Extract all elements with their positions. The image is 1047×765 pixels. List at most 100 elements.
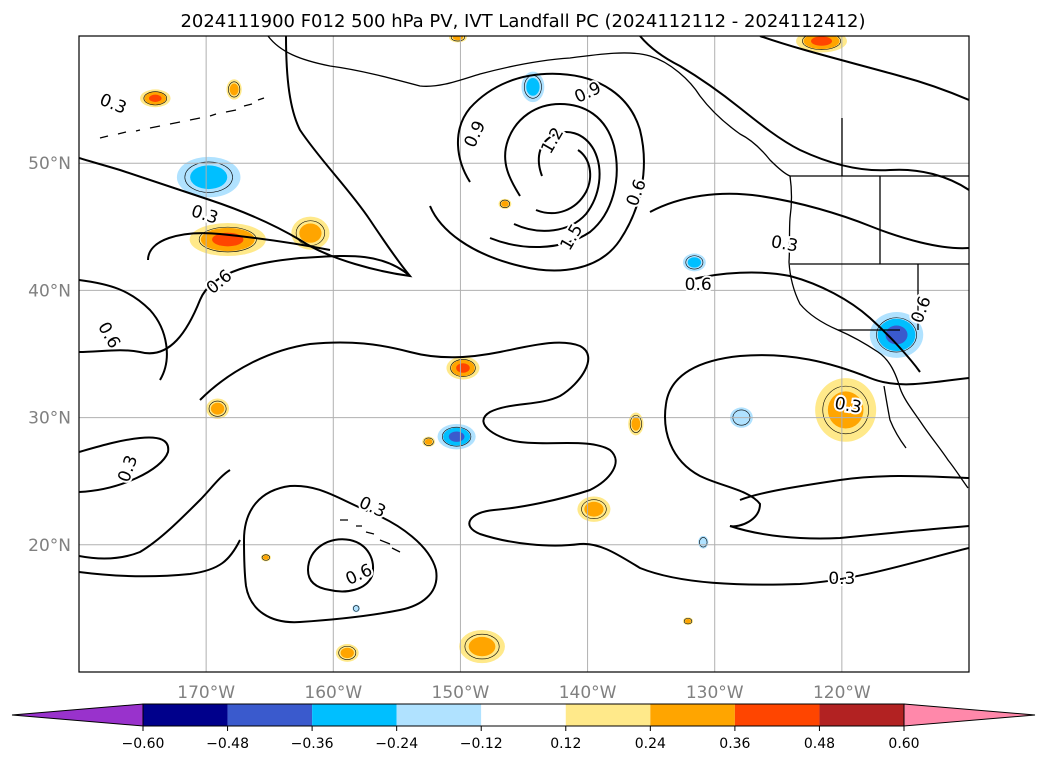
ivt-shade-blob (628, 412, 644, 436)
colorbar: −0.60 −0.48 −0.36 −0.24 −0.12 0.12 0.24 0.36 0.4… (11, 703, 1036, 752)
colorbar-over-arrow (903, 703, 1036, 727)
ivt-shade-outline (450, 359, 476, 377)
ivt-shade-ring (584, 501, 604, 517)
ivt-shade-blob (352, 604, 360, 613)
colorbar-tick-label: −0.12 (460, 736, 503, 752)
ivt-shade-blob (459, 630, 505, 664)
ivt-shade-outline (464, 633, 500, 660)
lon-tick-label: 120°W (813, 683, 871, 703)
ivt-shade-ring (352, 604, 360, 613)
longitude-tick-labels: 170°W 160°W 150°W 140°W 130°W 120°W (177, 683, 871, 703)
ivt-shade-outline (629, 415, 642, 433)
ivt-shade-blob (260, 553, 271, 562)
ivt-shade-outline (198, 226, 257, 253)
lat-tick-label: 40°N (28, 281, 71, 301)
colorbar-tick-label: 0.24 (635, 736, 666, 752)
ivt-shade-outline (802, 36, 841, 50)
ivt-shade-outline (450, 36, 465, 42)
ivt-shade-ring (190, 165, 228, 190)
ivt-shade-outline (699, 537, 708, 548)
ivt-shade-outline (876, 317, 917, 353)
lon-tick-label: 140°W (559, 683, 617, 703)
ivt-shade-ring (340, 647, 354, 659)
ivt-shade-ring (501, 200, 509, 207)
colorbar-tick-label: −0.60 (122, 736, 165, 752)
ivt-shade-outline (261, 554, 271, 561)
colorbar-under-arrow (11, 703, 144, 727)
colorbar-segment (143, 704, 228, 726)
ivt-shade-outline (683, 617, 693, 625)
ivt-shade-outline (184, 161, 233, 193)
ivt-shade-ring (687, 257, 702, 268)
ivt-shade-outline (228, 81, 241, 98)
ivt-shade-ring (526, 77, 540, 96)
ivt-shade-ring (452, 36, 464, 41)
ivt-shade-blob (437, 423, 476, 450)
map-background (79, 36, 969, 672)
map-frame (78, 35, 970, 673)
ivt-shade-blob (446, 356, 480, 380)
ivt-shade-blob (206, 398, 230, 419)
figure-title: 2024111900 F012 500 hPa PV, IVT Landfall… (180, 11, 865, 32)
ivt-shade-blob (140, 89, 171, 108)
colorbar-segment (819, 704, 904, 726)
ivt-shade-blob (176, 156, 241, 198)
colorbar-segment (481, 704, 566, 726)
ivt-shade-outline (442, 426, 472, 447)
colorbar-tick-label: 0.12 (550, 736, 581, 752)
lat-tick-label: 50°N (28, 154, 71, 174)
lat-tick-label: 20°N (28, 536, 71, 556)
ivt-shade-blob (422, 436, 435, 447)
ivt-shade-ring (448, 431, 465, 442)
lon-tick-label: 170°W (177, 683, 235, 703)
colorbar-tick-label: −0.24 (375, 736, 418, 752)
ivt-shade-outline (822, 385, 869, 435)
colorbar-segment (227, 704, 313, 726)
ivt-shade-ring (698, 535, 709, 549)
ivt-shade-blob (189, 222, 266, 257)
ivt-shade-ring (827, 391, 864, 429)
ivt-shade-outline (338, 645, 357, 660)
latitude-tick-labels: 20°N 30°N 40°N 50°N (28, 154, 71, 556)
ivt-shade-blob (448, 36, 467, 43)
ivt-shade-outline (143, 91, 168, 106)
ivt-shade-ring (229, 83, 239, 96)
ivt-shade-blob (226, 79, 242, 100)
ivt-shade-blob (498, 198, 512, 209)
contour-label: 0.6 (685, 275, 712, 295)
ivt-shade-outline (499, 199, 510, 209)
ivt-shade-ring (811, 36, 832, 46)
ivt-shade-blob (815, 378, 877, 442)
ivt-shade-ring (149, 94, 162, 102)
ivt-shade-blob (682, 617, 694, 625)
colorbar-frame (142, 703, 905, 727)
ivt-shade-blob (335, 644, 359, 662)
ivt-shade-outline (581, 499, 607, 520)
ivt-shade-outline (423, 437, 434, 446)
ivt-shade-blob (698, 535, 709, 549)
lon-tick-label: 130°W (686, 683, 744, 703)
colorbar-segment (734, 704, 820, 726)
map-panel: 0.30.60.60.30.90.91.21.50.60.30.60.30.60… (78, 35, 970, 673)
lat-tick-label: 30°N (28, 409, 71, 429)
ivt-shade-ring (210, 402, 225, 415)
ivt-shade-blob (521, 71, 545, 103)
ivt-shade-outline (353, 605, 360, 612)
contour-label: 0.3 (828, 569, 855, 589)
ivt-shade-ring (631, 417, 641, 431)
ivt-shade-blob (682, 253, 706, 272)
colorbar-segment (650, 704, 735, 726)
ivt-shade-ring (424, 438, 433, 445)
ivt-shade-outline (685, 255, 704, 270)
colorbar-tick-label: 0.48 (804, 736, 835, 752)
colorbar-segment (396, 704, 482, 726)
ivt-shade-ring (456, 363, 470, 373)
colorbar-tick-label: −0.48 (206, 736, 249, 752)
colorbar-tick-label: 0.60 (888, 736, 919, 752)
ivt-shade-ring (468, 636, 496, 657)
colorbar-tick-label: −0.36 (291, 736, 334, 752)
ivt-shade-blob (796, 36, 847, 53)
colorbar-segment (312, 704, 397, 726)
ivt-shade-ring (262, 555, 269, 560)
